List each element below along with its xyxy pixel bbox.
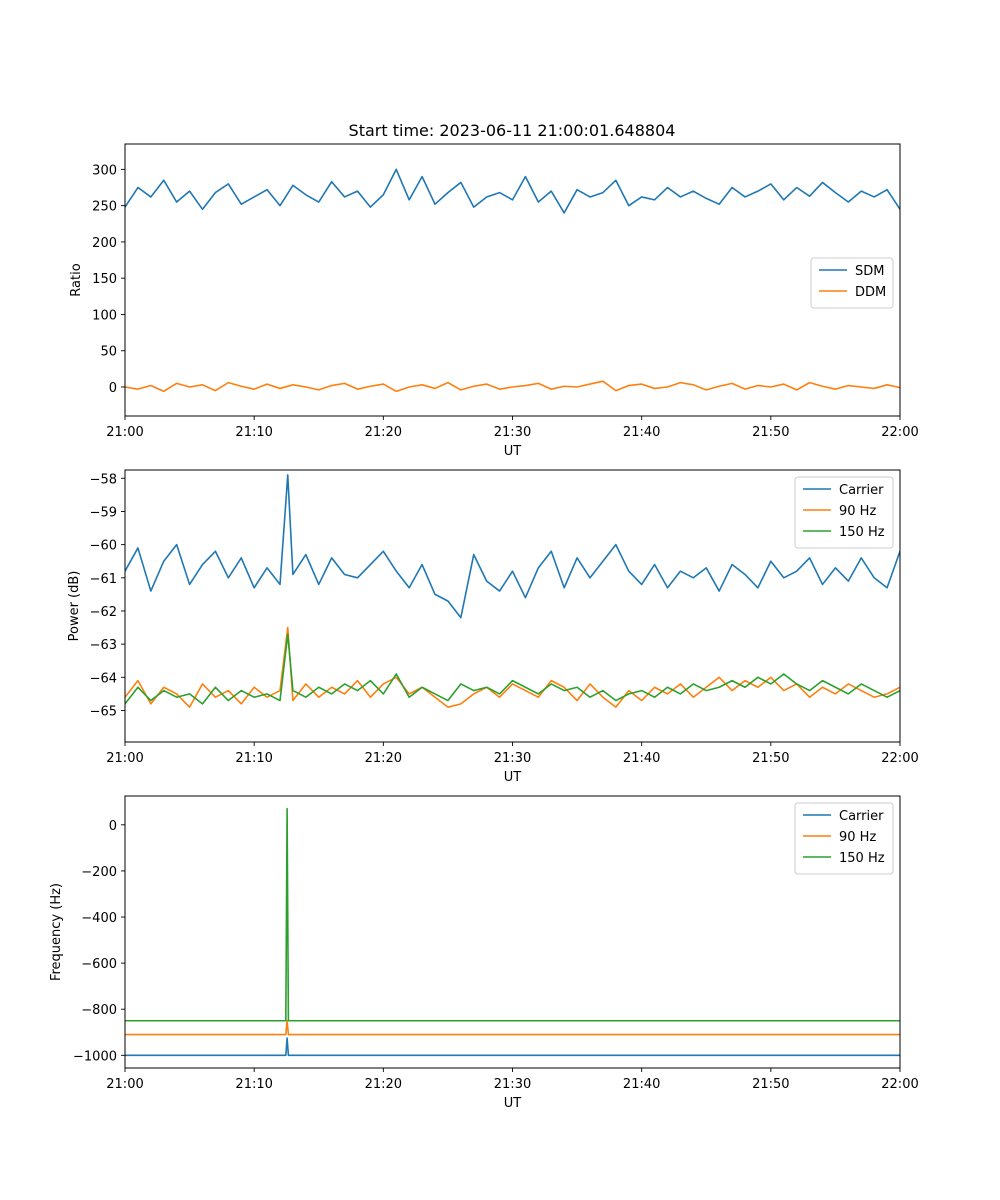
x-tick-label: 21:20 [365, 425, 402, 440]
series-line-ddm [125, 380, 900, 393]
series-line-carrier [125, 1037, 900, 1057]
y-tick-label: −60 [90, 539, 117, 554]
legend-label-150-hz: 150 Hz [839, 851, 885, 866]
x-tick-label: 21:40 [623, 751, 660, 766]
y-tick-label: 0 [109, 819, 117, 834]
legend: Carrier 90 Hz 150 Hz [794, 476, 894, 549]
legend-label-90-hz: 90 Hz [839, 830, 876, 845]
chart-1: 21:00 21:10 21:20 21:30 21:40 21:50 22:00 0 50 10… [69, 143, 919, 459]
plots-container: 21:00 21:10 21:20 21:30 21:40 21:50 22:00 0 50 10… [49, 143, 919, 1111]
y-tick-label: −200 [81, 865, 117, 880]
y-tick-label: 0 [109, 381, 117, 396]
y-tick-label: −600 [81, 957, 117, 972]
y-tick-label: 300 [92, 163, 117, 178]
series-line-150-hz [125, 807, 900, 1022]
legend-label-sdm: SDM [855, 264, 884, 279]
x-tick-label: 22:00 [881, 425, 918, 440]
x-axis-label: UT [504, 770, 522, 785]
x-tick-label: 21:00 [106, 425, 143, 440]
y-tick-label: −61 [90, 572, 117, 587]
x-tick-label: 21:00 [106, 751, 143, 766]
legend-label-ddm: DDM [855, 285, 886, 300]
legend-label-150-hz: 150 Hz [839, 525, 885, 540]
x-tick-label: 21:00 [106, 1077, 143, 1092]
y-tick-label: 50 [100, 345, 117, 360]
y-tick-label: −58 [90, 472, 117, 487]
chart-3: 21:00 21:10 21:20 21:30 21:40 21:50 22:00 0 −200… [49, 795, 919, 1111]
legend-label-carrier: Carrier [839, 483, 884, 498]
y-tick-label: −59 [90, 505, 117, 520]
x-axis-label: UT [504, 444, 522, 459]
x-tick-label: 21:40 [623, 425, 660, 440]
y-tick-label: −64 [90, 671, 117, 686]
series-line-90-hz [125, 1019, 900, 1036]
series-line-sdm [125, 168, 900, 214]
x-tick-label: 21:30 [494, 751, 531, 766]
y-tick-label: −1000 [73, 1049, 117, 1064]
x-tick-label: 21:20 [365, 1077, 402, 1092]
y-tick-label: −400 [81, 911, 117, 926]
x-tick-label: 21:50 [752, 1077, 789, 1092]
x-tick-label: 22:00 [881, 1077, 918, 1092]
legend: Carrier 90 Hz 150 Hz [794, 802, 894, 875]
y-tick-label: 250 [92, 200, 117, 215]
series-line-carrier [125, 474, 900, 619]
legend: SDM DDM [810, 257, 894, 309]
x-axis-label: UT [504, 1096, 522, 1111]
x-tick-label: 21:30 [494, 1077, 531, 1092]
x-tick-label: 21:40 [623, 1077, 660, 1092]
y-tick-label: −62 [90, 605, 117, 620]
legend-label-90-hz: 90 Hz [839, 504, 876, 519]
legend-label-carrier: Carrier [839, 809, 884, 824]
figure-title: Start time: 2023-06-11 21:00:01.648804 [349, 121, 676, 140]
y-tick-label: −65 [90, 704, 117, 719]
y-axis-label: Ratio [69, 263, 84, 296]
y-tick-label: 150 [92, 272, 117, 287]
series-line-90-hz [125, 626, 900, 708]
x-tick-label: 21:10 [235, 425, 272, 440]
y-axis-label: Power (dB) [67, 571, 82, 642]
x-tick-label: 21:30 [494, 425, 531, 440]
x-tick-label: 21:50 [752, 425, 789, 440]
y-axis-label: Frequency (Hz) [49, 883, 64, 981]
y-tick-label: 200 [92, 236, 117, 251]
y-tick-label: −63 [90, 638, 117, 653]
y-tick-label: 100 [92, 308, 117, 323]
x-tick-label: 21:10 [235, 751, 272, 766]
x-tick-label: 21:20 [365, 751, 402, 766]
x-tick-label: 21:10 [235, 1077, 272, 1092]
series-line-150-hz [125, 633, 900, 705]
y-tick-label: −800 [81, 1003, 117, 1018]
chart-2: 21:00 21:10 21:20 21:30 21:40 21:50 22:00 −58 −5… [67, 469, 919, 785]
x-tick-label: 22:00 [881, 751, 918, 766]
x-tick-label: 21:50 [752, 751, 789, 766]
